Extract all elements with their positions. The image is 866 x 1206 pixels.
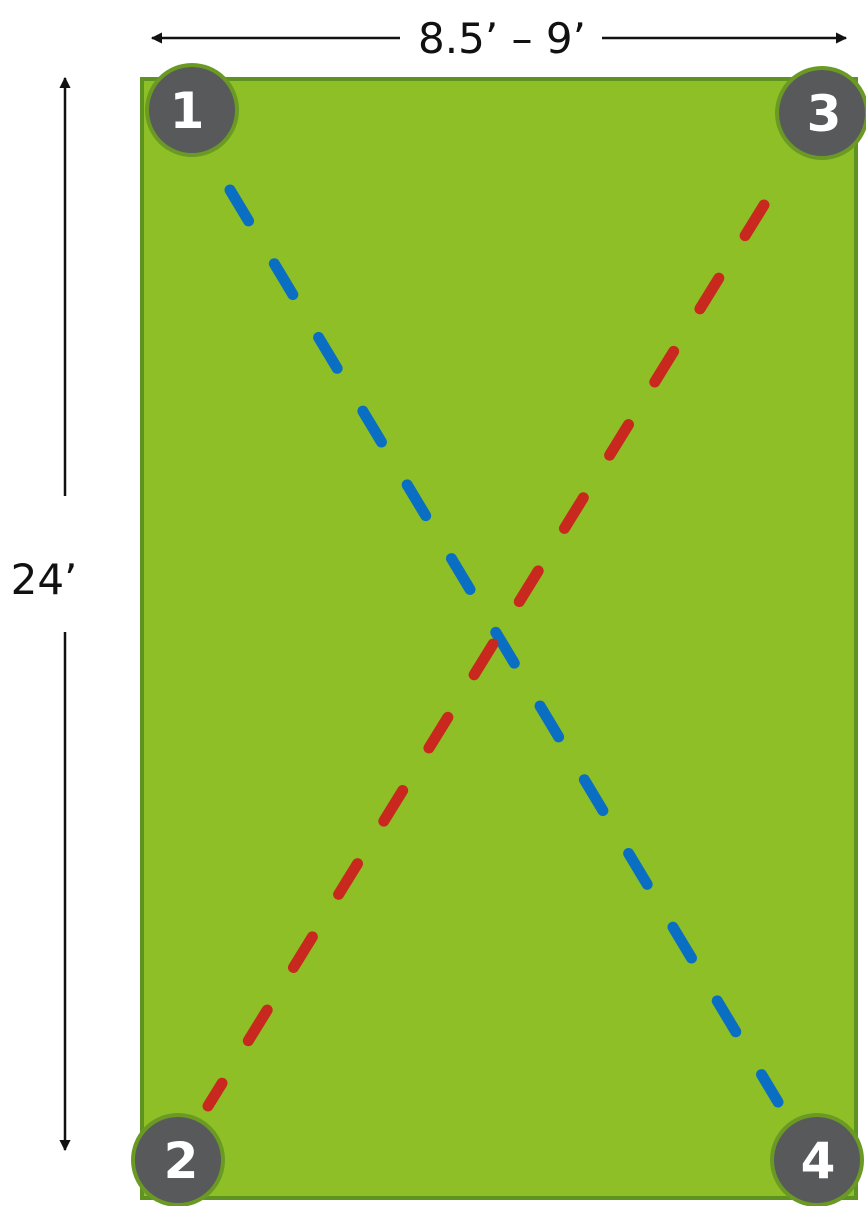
corner-label-3: 3 xyxy=(807,85,842,143)
diagonal-blue-1-to-4 xyxy=(224,184,784,1108)
corner-marker-1: 1 xyxy=(145,63,239,157)
corner-marker-3: 3 xyxy=(775,66,866,160)
corner-label-2: 2 xyxy=(164,1132,199,1190)
diagonal-red-3-to-2 xyxy=(202,199,770,1112)
corner-marker-4: 4 xyxy=(770,1113,864,1206)
corner-label-1: 1 xyxy=(170,82,205,140)
length-dimension: 24’ xyxy=(11,76,78,1152)
length-label: 24’ xyxy=(11,555,78,604)
corner-label-4: 4 xyxy=(801,1132,836,1190)
width-label: 8.5’ – 9’ xyxy=(418,14,586,63)
corner-marker-2: 2 xyxy=(131,1113,225,1206)
width-dimension: 8.5’ – 9’ xyxy=(150,14,848,63)
